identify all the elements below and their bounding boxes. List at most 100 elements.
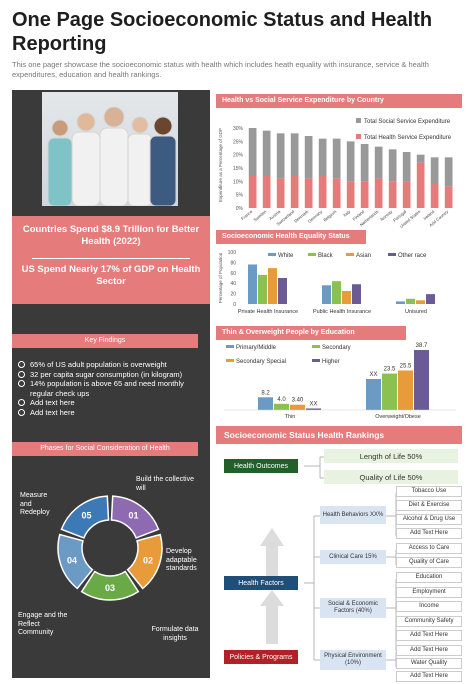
key-findings-heading: Key Findings <box>12 334 198 348</box>
bar-1 <box>258 274 267 304</box>
legend-swatch <box>388 253 396 256</box>
bar-3 <box>278 278 287 304</box>
list-item: 65% of US adult population is overweight <box>18 360 204 370</box>
legend-label: Total Social Service Expenditure <box>364 119 451 125</box>
up-arrow-icon <box>260 528 284 576</box>
bar-3 <box>426 294 435 304</box>
bar-0 <box>366 379 381 410</box>
bar-1 <box>274 403 289 410</box>
doctors-photo <box>42 92 178 206</box>
legend-swatch <box>268 253 276 256</box>
y-tick-label: 80 <box>230 260 236 266</box>
x-tick-label: Unisured <box>405 309 427 315</box>
bar-social <box>430 157 439 184</box>
ranking-item: Add Text Here <box>396 528 462 539</box>
bar-3 <box>414 350 429 410</box>
phase-label-4: Engage and the Reflect Community <box>18 612 68 636</box>
x-tick-label: Public Health Insurance <box>313 309 371 315</box>
legend-swatch <box>346 253 354 256</box>
bar-0 <box>248 264 257 304</box>
y-tick-label: 40 <box>230 281 236 287</box>
bar-1 <box>332 281 341 304</box>
legend-swatch <box>356 118 361 123</box>
spend-chart: 0% 5% 10% 15% 20% 25% 30% Expenditure as a Perc… <box>218 118 453 228</box>
y-axis-label: Percentage of Population <box>218 252 223 303</box>
y-tick-label: 100 <box>228 250 237 256</box>
bar-health <box>332 178 341 208</box>
legend-label: Asian <box>356 253 371 259</box>
bar-social <box>318 138 327 176</box>
spend-chart-heading: Health vs Social Service Expenditure by … <box>216 94 462 108</box>
rankings-heading: Socioeconomic Status Health Rankings <box>216 426 462 444</box>
ranking-item: Employment <box>396 587 462 598</box>
quality-of-life-box: Quality of Life 50% <box>324 470 458 484</box>
bar-health <box>360 181 369 208</box>
banner-line-2: US Spend Nearly 17% of GDP on Health Sec… <box>21 264 201 287</box>
y-tick-label: 60 <box>230 271 236 277</box>
data-label: 25.5 <box>400 363 412 369</box>
phase-label-3: Formulate data insights <box>151 626 199 642</box>
y-axis-label: Expenditure as a Percentage of GDP <box>218 128 223 202</box>
ranking-item: Income <box>396 601 462 612</box>
y-tick-label: 0 <box>233 302 236 308</box>
legend-swatch <box>312 345 320 348</box>
bar-health <box>388 181 397 208</box>
bar-1 <box>382 373 397 410</box>
ranking-item: Add Text Here <box>396 645 462 656</box>
bar-health <box>318 176 327 208</box>
data-label: XX <box>369 372 377 378</box>
x-tick-label: Thin <box>285 414 296 420</box>
health-factors-box: Health Factors <box>224 576 298 590</box>
physical-environment-box: Physical Environment (10%) <box>320 650 386 670</box>
education-chart: 8.2 4.0 3.40 XX Thin XX 23.5 25.5 38.7 Overweight… <box>224 343 456 420</box>
bar-social <box>374 146 383 179</box>
bar-social <box>276 133 285 179</box>
ranking-item: Alcohol & Drug Use <box>396 514 462 525</box>
ranking-item: Access to Care <box>396 543 462 554</box>
bar-social <box>360 144 369 182</box>
bar-health <box>262 176 271 208</box>
bar-health <box>346 181 355 208</box>
health-behaviors-box: Health Behaviors XX% <box>320 506 386 524</box>
data-label: 3.40 <box>292 398 304 404</box>
y-tick-label: 15% <box>233 166 244 172</box>
ranking-item: Community Safety <box>396 616 462 627</box>
x-tick-label: Overweight/Obese <box>375 414 421 420</box>
list-item: 14% population is above 65 and need mont… <box>18 379 204 398</box>
bar-health <box>374 178 383 208</box>
bar-health <box>444 186 453 208</box>
ranking-item: Water Quality <box>396 658 462 669</box>
legend-label: Primary/Middle <box>236 345 277 351</box>
x-tick-label: Belgium <box>322 209 337 223</box>
page-title: One Page Socioeconomic Status and Health… <box>12 9 433 55</box>
bar-1 <box>406 298 415 304</box>
bar-health <box>276 178 285 208</box>
bar-social <box>346 141 355 182</box>
bullet-icon <box>18 380 25 387</box>
data-label: 4.0 <box>277 397 286 403</box>
list-item: 32 per capita sugar consumption (in kilo… <box>18 370 204 380</box>
legend-swatch <box>312 359 320 362</box>
bar-2 <box>416 300 425 304</box>
cycle-segment <box>57 533 94 590</box>
bar-health <box>416 162 425 208</box>
bar-2 <box>290 404 305 410</box>
bar-social <box>262 130 271 176</box>
phases-heading: Phases for Social Consideration of Healt… <box>12 442 198 456</box>
data-label: 38.7 <box>416 343 428 349</box>
data-label: 8.2 <box>261 390 270 396</box>
phase-label-5: Measure and Redeploy <box>20 492 50 516</box>
ranking-item: Education <box>396 572 462 583</box>
data-label: 23.5 <box>384 367 396 373</box>
bar-health <box>304 178 313 208</box>
legend-label: Higher <box>322 359 340 365</box>
bar-0 <box>322 285 331 304</box>
health-outcomes-box: Health Outcomes <box>224 459 298 473</box>
x-tick-label: Private Health Insurance <box>238 309 298 315</box>
clinical-care-box: Clinical Care 15% <box>320 550 386 564</box>
bar-health <box>402 181 411 208</box>
y-tick-label: 10% <box>233 179 244 185</box>
segment-number: 04 <box>67 555 77 565</box>
legend-label: Secondary Special <box>236 359 286 365</box>
social-economic-box: Social & Economic Factors (40%) <box>320 598 386 618</box>
